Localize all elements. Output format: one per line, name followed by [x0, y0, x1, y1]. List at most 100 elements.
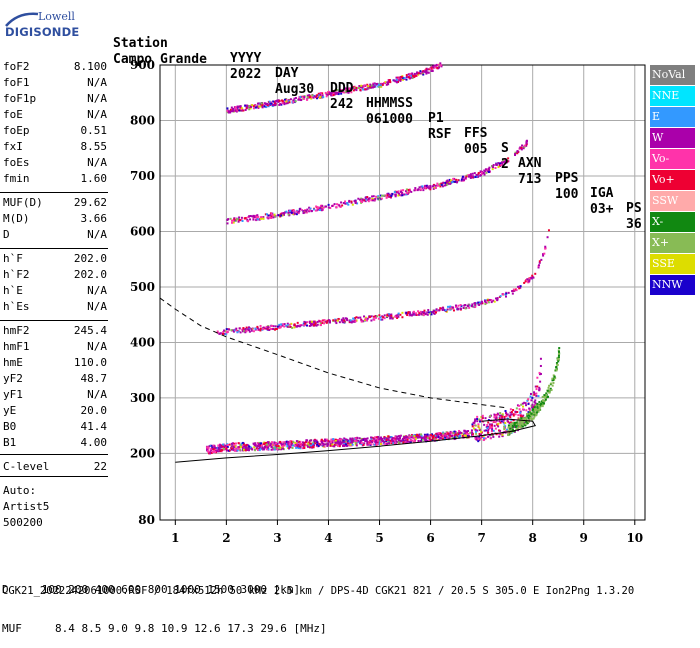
legend-item-sse: SSE [650, 254, 695, 274]
echo-point [304, 441, 307, 444]
echo-point [543, 402, 546, 405]
param-value: N/A [87, 340, 107, 353]
echo-point [385, 83, 388, 86]
echo-point [379, 316, 382, 319]
echo-point [336, 203, 339, 206]
muf-value: 17.3 [220, 622, 254, 635]
echo-point [430, 67, 433, 70]
echo-point [312, 96, 315, 99]
echo-point [273, 213, 276, 216]
echo-point [266, 327, 269, 330]
echo-point [257, 447, 260, 450]
param-label: MUF(D) [3, 196, 43, 209]
echo-point [534, 402, 537, 405]
echo-point [299, 440, 302, 443]
echo-point [276, 325, 279, 328]
distance-muf-table: D 100 200 400 600 800 1000 1500 3000 [km… [2, 557, 327, 648]
echo-point [500, 164, 503, 167]
echo-point [509, 411, 512, 414]
echo-point [229, 108, 232, 111]
echo-point [271, 324, 274, 327]
echo-point [494, 417, 497, 420]
echo-point [453, 434, 456, 437]
echo-point [312, 446, 315, 449]
header-label: P1 [428, 111, 444, 126]
echo-point [278, 326, 281, 329]
echo-point [541, 402, 544, 405]
echo-point [258, 449, 261, 452]
echo-point [472, 421, 475, 424]
echo-point [366, 442, 369, 445]
echo-point [290, 443, 293, 446]
echo-point [241, 445, 244, 448]
echo-point [340, 92, 343, 95]
header-values-row: Campo Grande 2022 Aug30 242 061000 RSF 0… [0, 37, 700, 232]
echo-point [410, 73, 413, 76]
echo-point [484, 302, 487, 305]
echo-point [484, 300, 487, 303]
echo-point [239, 446, 242, 449]
echo-point [459, 304, 462, 307]
echo-point [305, 210, 308, 213]
echo-point [450, 179, 453, 182]
echo-point [547, 386, 550, 389]
echo-point [407, 73, 410, 76]
echo-point [444, 437, 447, 440]
echo-point [369, 439, 372, 442]
echo-point [371, 195, 374, 198]
echo-point [329, 443, 332, 446]
echo-point [397, 192, 400, 195]
echo-point [474, 430, 477, 433]
echo-point [538, 261, 541, 264]
echo-point [366, 83, 369, 86]
echo-point [232, 330, 235, 333]
echo-point [310, 97, 313, 100]
echo-point [252, 105, 255, 108]
echo-point [536, 402, 539, 405]
echo-point [251, 448, 254, 451]
echo-point [490, 424, 493, 427]
echo-point [486, 170, 489, 173]
echo-point [494, 427, 497, 430]
echo-point [497, 166, 500, 169]
echo-point [232, 329, 235, 332]
echo-point [338, 204, 341, 207]
echo-point [467, 434, 470, 437]
echo-point [359, 198, 362, 201]
echo-point [263, 447, 266, 450]
echo-point [474, 418, 477, 421]
echo-point [259, 444, 262, 447]
echo-point [477, 440, 480, 443]
echo-point [416, 433, 419, 436]
param-label: foF1p [3, 92, 37, 105]
echo-point [311, 322, 314, 325]
echo-point [278, 103, 281, 106]
echo-point [399, 79, 402, 82]
echo-point [419, 310, 422, 313]
echo-point [279, 215, 282, 218]
echo-point [346, 202, 349, 205]
echo-point [285, 440, 288, 443]
echo-point [207, 447, 210, 450]
echo-point [239, 448, 242, 451]
echo-point [343, 442, 346, 445]
echo-point [295, 213, 298, 216]
echo-point [423, 185, 426, 188]
echo-point [367, 85, 370, 88]
y-tick-label: 700 [130, 169, 155, 183]
echo-point [303, 211, 306, 214]
echo-point [336, 318, 339, 321]
echo-point [254, 106, 257, 109]
echo-point [377, 195, 380, 198]
echo-point [290, 322, 293, 325]
param-label: M(D) [3, 212, 30, 225]
echo-point [224, 333, 227, 336]
echo-point [524, 402, 527, 405]
echo-point [252, 330, 255, 333]
echo-point [366, 437, 369, 440]
echo-point [503, 161, 506, 164]
echo-point [302, 445, 305, 448]
echo-point [529, 395, 532, 398]
echo-point [288, 323, 291, 326]
echo-point [557, 356, 560, 359]
